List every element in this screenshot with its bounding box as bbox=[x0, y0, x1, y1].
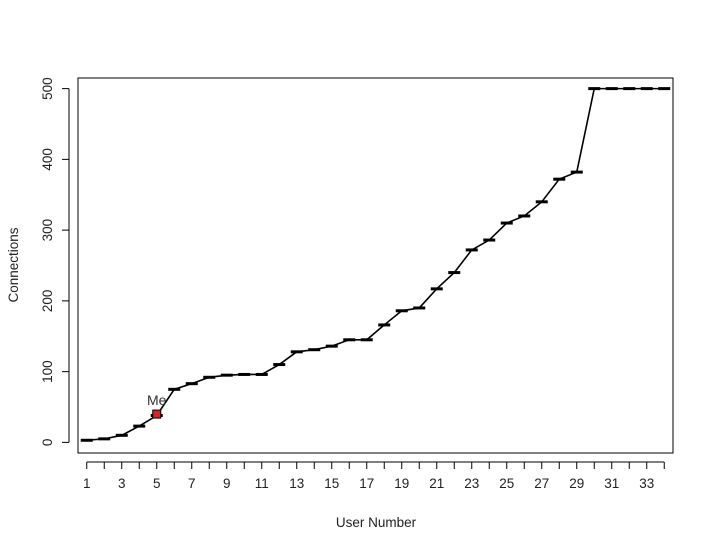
plot-frame bbox=[77, 77, 674, 454]
y-axis: 0 100 200 300 400 500 bbox=[40, 77, 70, 447]
x-tick-label: 13 bbox=[289, 476, 304, 491]
y-tick-label: 200 bbox=[40, 290, 55, 313]
x-tick-label: 31 bbox=[604, 476, 619, 491]
series-line bbox=[86, 87, 665, 442]
y-tick-label: 100 bbox=[40, 360, 55, 383]
x-tick-label: 27 bbox=[534, 476, 549, 491]
x-tick-label: 21 bbox=[429, 476, 444, 491]
x-tick-label: 23 bbox=[464, 476, 479, 491]
y-tick-label: 500 bbox=[40, 77, 55, 100]
y-tick-label: 0 bbox=[40, 439, 55, 447]
data-series bbox=[80, 87, 671, 442]
x-tick-label: 11 bbox=[255, 476, 269, 491]
x-tick-label: 29 bbox=[569, 476, 584, 491]
highlight-label: Me bbox=[147, 392, 167, 408]
x-tick-label: 17 bbox=[359, 476, 374, 491]
x-tick-label: 33 bbox=[639, 476, 654, 491]
y-tick-label: 400 bbox=[40, 148, 55, 171]
x-tick-label: 1 bbox=[83, 476, 91, 491]
x-axis: 1 3 5 7 9 11 13 15 17 19 21 23 25 27 29 31 33 bbox=[83, 461, 665, 491]
highlight-point bbox=[152, 409, 162, 419]
x-tick-label: 25 bbox=[499, 476, 514, 491]
x-tick-label: 9 bbox=[223, 476, 231, 491]
x-tick-label: 5 bbox=[153, 476, 161, 491]
x-axis-title: User Number bbox=[336, 515, 417, 530]
y-tick-label: 300 bbox=[40, 219, 55, 242]
x-tick-label: 15 bbox=[324, 476, 339, 491]
annotations: Me bbox=[147, 392, 167, 419]
x-tick-label: 7 bbox=[188, 476, 196, 491]
x-tick-label: 3 bbox=[118, 476, 126, 491]
x-tick-label: 19 bbox=[394, 476, 409, 491]
y-axis-title: Connections bbox=[6, 227, 21, 302]
